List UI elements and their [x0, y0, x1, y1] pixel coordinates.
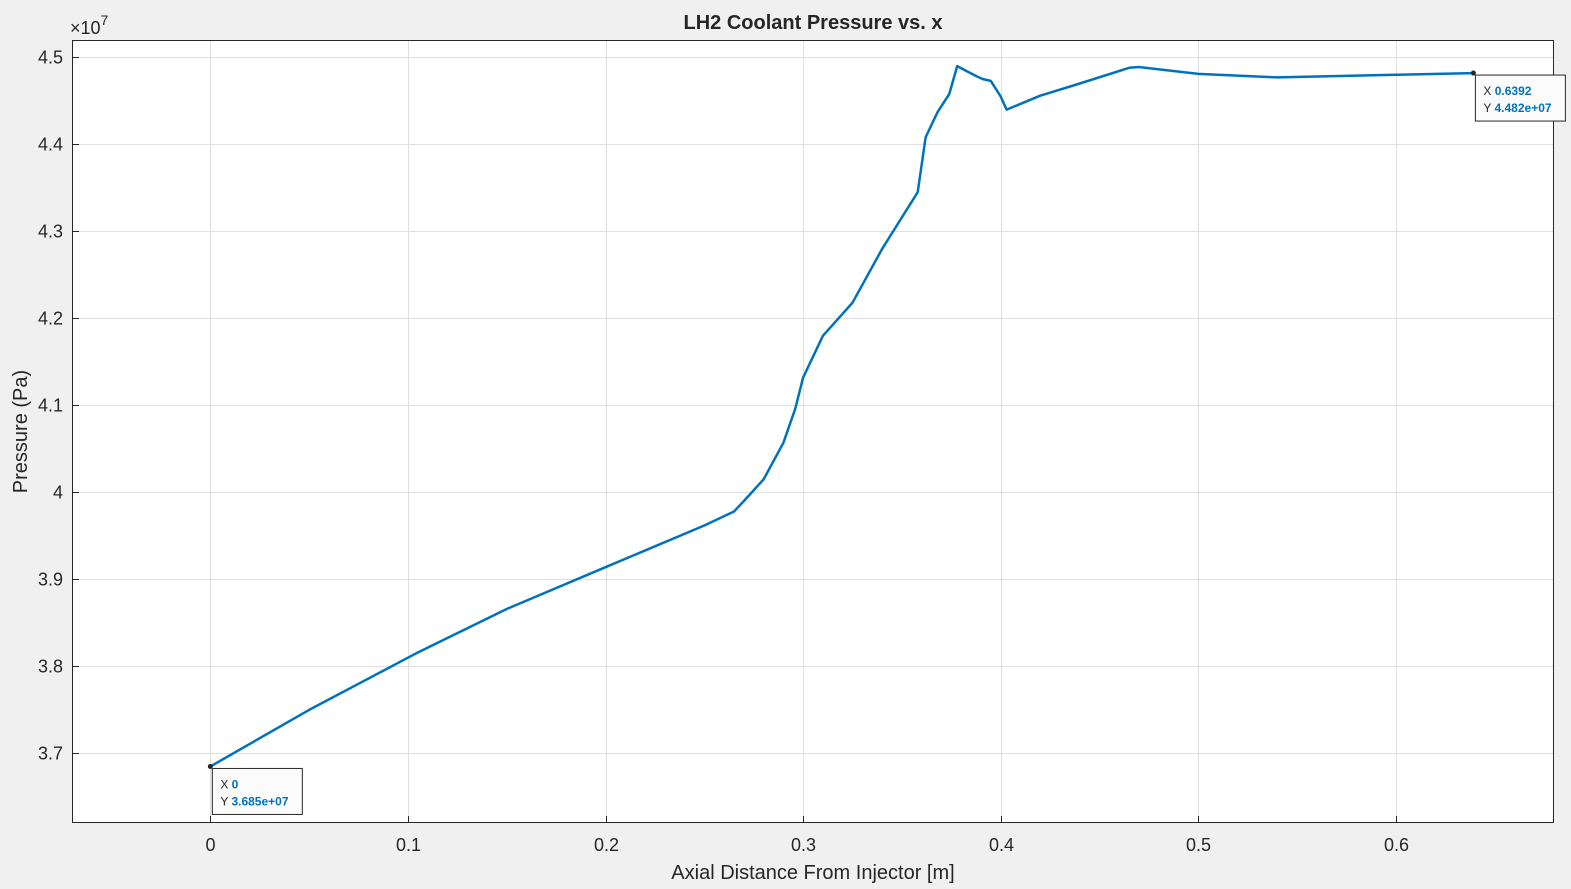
y-axis-label: Pressure (Pa): [10, 370, 32, 493]
axis-ticks: 0 0.1 0.2 0.3 0.4 0.5 0.6 3.7 3.8 3.9 4 4.1 4.2 4.3 4.…: [38, 48, 1409, 856]
datatip-x-value: 0.6392: [1495, 84, 1532, 98]
y-tick-label: 4.4: [38, 135, 63, 155]
datatip-x-row: X 0.6392: [1483, 84, 1531, 98]
datatip-box: [1474, 74, 1566, 122]
datatip-x-key: X: [220, 777, 231, 791]
datatip-x-key: X: [1483, 84, 1494, 98]
y-tick-label: 4.3: [38, 222, 63, 242]
y-tick-label: 3.7: [38, 744, 63, 764]
x-tick-label: 0: [205, 835, 215, 855]
datatip-x-row: X 0: [220, 777, 238, 791]
datatip-x-value: 0: [232, 777, 239, 791]
y-tick-label: 3.9: [38, 570, 63, 590]
datatip-y-value: 3.685e+07: [231, 794, 288, 808]
x-tick-label: 0.6: [1384, 835, 1409, 855]
datatip-y-row: Y 4.482e+07: [1483, 101, 1552, 115]
plot-area: [72, 40, 1554, 823]
y-tick-label: 4.2: [38, 309, 63, 329]
grid-lines: [72, 40, 1554, 823]
x-tick-label: 0.4: [989, 835, 1014, 855]
y-tick-label: 4: [53, 483, 63, 503]
x-tick-label: 0.5: [1186, 835, 1211, 855]
y-tick-label: 3.8: [38, 657, 63, 677]
y-tick-label: 4.5: [38, 48, 63, 68]
axes-box: [72, 40, 1554, 823]
datatip-y-value: 4.482e+07: [1495, 101, 1552, 115]
x-tick-label: 0.2: [594, 835, 619, 855]
datatip-marker: [1470, 70, 1476, 76]
x-tick-label: 0.3: [791, 835, 816, 855]
y-tick-label: 4.1: [38, 396, 63, 416]
x-axis-label: Axial Distance From Injector [m]: [671, 862, 954, 884]
chart-title: LH2 Coolant Pressure vs. x: [684, 12, 943, 34]
y-axis-exponent-base: ×10: [70, 18, 101, 38]
series-line[interactable]: [209, 64, 1474, 768]
datatip-y-key: Y: [1483, 101, 1494, 115]
datatip-y-key: Y: [220, 794, 231, 808]
datatip-box: [211, 767, 303, 815]
datatip-marker: [207, 763, 213, 769]
datatip-y-row: Y 3.685e+07: [220, 794, 289, 808]
datatip[interactable]: X 0Y 3.685e+07: [207, 763, 303, 815]
y-axis-exponent-power: 7: [101, 12, 109, 28]
y-axis-exponent: ×107: [70, 12, 109, 38]
x-tick-label: 0.1: [396, 835, 421, 855]
